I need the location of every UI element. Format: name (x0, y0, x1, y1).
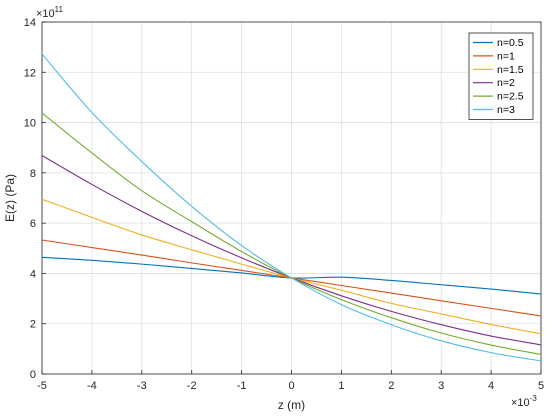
x-tick-label: 0 (288, 380, 294, 392)
y-exponent-power: 11 (55, 5, 64, 14)
legend-entry: n=2 (497, 77, 515, 89)
x-tick-label: -2 (187, 380, 197, 392)
legend-entry: n=1 (497, 50, 515, 62)
y-tick-label: 10 (24, 118, 36, 130)
y-tick-label: 14 (24, 17, 36, 29)
legend-box (468, 32, 534, 120)
x-exponent-power: -3 (530, 394, 538, 403)
y-axis-exponent: ×1011 (36, 5, 64, 20)
x-axis-exponent: ×10-3 (511, 394, 537, 409)
y-tick-label: 12 (24, 67, 36, 79)
y-tick-label: 2 (30, 319, 36, 331)
legend-entry: n=1.5 (497, 64, 524, 76)
y-tick-label: 0 (30, 369, 36, 381)
legend-entry: n=2.5 (497, 91, 524, 103)
x-tick-label: -4 (87, 380, 97, 392)
x-tick-label: -5 (37, 380, 47, 392)
y-tick-label: 6 (30, 218, 36, 230)
y-axis-label: E(z) (Pa) (3, 174, 17, 222)
y-exponent-base: ×10 (36, 8, 55, 20)
legend-entry: n=3 (497, 104, 515, 116)
x-axis-label: z (m) (278, 398, 305, 412)
x-tick-label: -3 (137, 380, 147, 392)
x-tick-label: 2 (388, 380, 394, 392)
x-exponent-base: ×10 (511, 397, 530, 409)
x-tick-label: 4 (488, 380, 494, 392)
x-tick-label: 1 (338, 380, 344, 392)
x-tick-label: 5 (538, 380, 544, 392)
legend-entry: n=0.5 (497, 37, 524, 49)
y-tick-label: 8 (30, 168, 36, 180)
x-tick-label: -1 (237, 380, 247, 392)
legend: n=0.5n=1 n=1.5n=2 n=2.5n=3 (468, 32, 534, 120)
y-tick-label: 4 (30, 268, 36, 280)
series-lines (41, 53, 542, 362)
x-tick-label: 3 (438, 380, 444, 392)
series-line-n-3 (41, 53, 542, 362)
